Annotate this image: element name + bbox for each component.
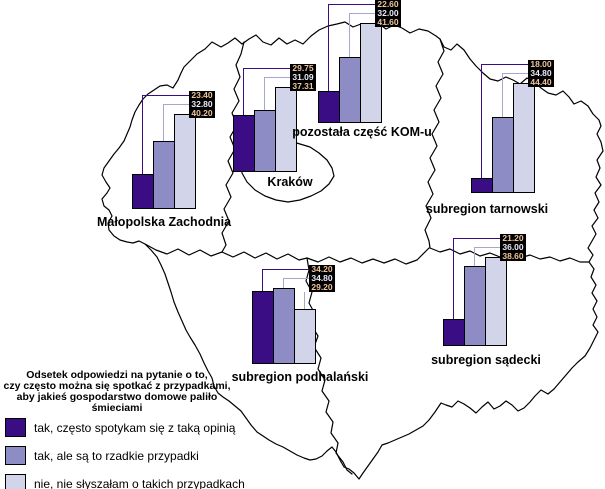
legend-label-yes-often: tak, często spotykam się z taką opinią (34, 421, 236, 435)
bar-yes-rare (153, 141, 175, 209)
value-label-yes-rare: 34.80 (528, 69, 554, 78)
leader-line-yes-often (481, 64, 528, 65)
legend-label-yes-rare: tak, ale są to rzadkie przypadki (34, 449, 199, 463)
map-border-kom-tarnowski (424, 38, 445, 249)
bar-yes-often (471, 178, 493, 193)
legend-item-yes-rare: tak, ale są to rzadkie przypadki (4, 446, 264, 467)
leader-line-yes-often (142, 95, 143, 174)
region-label: Kraków (267, 175, 313, 189)
value-label-yes-often: 22.60 (375, 0, 401, 9)
leader-line-yes-often (262, 269, 263, 291)
caption-line-3: aby jakieś gospodarstwo domowe paliło śm… (16, 391, 218, 414)
value-label-yes-rare: 34.80 (309, 274, 335, 283)
leader-line-yes-rare (163, 104, 164, 141)
bar-yes-often (233, 115, 255, 172)
bar-yes-rare (339, 57, 361, 123)
bar-yes-often (443, 319, 465, 346)
value-label-no-never: 29.20 (309, 283, 335, 292)
legend-swatch-yes-often (5, 418, 26, 437)
leader-line-yes-rare (474, 247, 500, 248)
leader-line-yes-often (243, 68, 290, 69)
bar-yes-often (252, 291, 274, 364)
leader-line-yes-rare (283, 278, 284, 288)
leader-line-yes-rare (502, 73, 528, 74)
value-label-yes-often: 18.00 (528, 60, 554, 69)
region-label: subregion podhalański (231, 370, 369, 384)
bar-yes-rare (273, 288, 295, 364)
leader-line-yes-often (453, 238, 500, 239)
bar-no-never (513, 83, 535, 193)
legend-swatch-no-never (5, 474, 26, 489)
leader-line-yes-rare (349, 13, 350, 57)
value-label-yes-often: 21.20 (500, 234, 526, 243)
region-label: subregion sądecki (431, 353, 541, 367)
bar-yes-rare (464, 266, 486, 346)
leader-line-yes-often (328, 4, 375, 5)
value-label-yes-rare: 36.00 (500, 243, 526, 252)
value-label-no-never: 41.60 (375, 18, 401, 27)
leader-line-yes-rare (283, 278, 309, 279)
leader-line-yes-rare (163, 104, 189, 105)
bar-yes-often (132, 174, 154, 209)
map-border-podhalanski-sadecki (305, 257, 353, 475)
bar-no-never (485, 257, 507, 346)
map-outer-border (101, 21, 604, 480)
bar-no-never (294, 309, 316, 364)
bar-yes-rare (254, 110, 276, 172)
region-label: Małopolska Zachodnia (96, 215, 232, 229)
value-label-no-never: 37.31 (290, 82, 316, 91)
value-label-yes-rare: 32.00 (375, 9, 401, 18)
value-label-no-never: 38.60 (500, 252, 526, 261)
bar-yes-rare (492, 117, 514, 193)
bar-no-never (174, 114, 196, 209)
leader-line-yes-often (142, 95, 189, 96)
leader-line-yes-often (453, 238, 454, 319)
leader-line-yes-rare (349, 13, 375, 14)
value-label-yes-rare: 31.09 (290, 73, 316, 82)
value-label-yes-often: 34.20 (309, 265, 335, 274)
value-label-yes-rare: 32.80 (189, 100, 215, 109)
leader-line-yes-rare (502, 73, 503, 117)
leader-line-yes-often (262, 269, 309, 270)
caption-line-1: Odsetek odpowiedzi na pytanie o to, (26, 369, 208, 381)
value-label-yes-often: 29.75 (290, 64, 316, 73)
leader-line-yes-rare (264, 77, 290, 78)
leader-line-yes-often (328, 4, 329, 91)
legend-item-yes-often: tak, często spotykam się z taką opinią (4, 418, 264, 439)
region-label: pozostała część KOM-u (292, 125, 432, 139)
value-label-yes-often: 23.40 (189, 91, 215, 100)
leader-line-yes-rare (264, 77, 265, 110)
legend-swatch-yes-rare (5, 446, 26, 465)
bar-yes-often (318, 91, 340, 123)
leader-line-yes-rare (474, 247, 475, 266)
value-label-no-never: 40.20 (189, 109, 215, 118)
legend-item-no-never: nie, nie słyszałam o takich przypadkach (4, 474, 264, 489)
leader-line-yes-often (481, 64, 482, 178)
caption-line-2: czy często można się spotkać z przypadka… (3, 380, 231, 392)
map-border-north-south (144, 243, 430, 265)
value-label-no-never: 44.40 (528, 78, 554, 87)
figure-caption: Odsetek odpowiedzi na pytanie o to, czy … (0, 370, 234, 414)
leader-line-yes-often (243, 68, 244, 115)
legend-label-no-never: nie, nie słyszałam o takich przypadkach (34, 477, 245, 489)
bar-no-never (275, 87, 297, 172)
region-label: subregion tarnowski (425, 202, 549, 216)
bar-no-never (360, 23, 382, 123)
leader-line-no-never (304, 292, 305, 309)
